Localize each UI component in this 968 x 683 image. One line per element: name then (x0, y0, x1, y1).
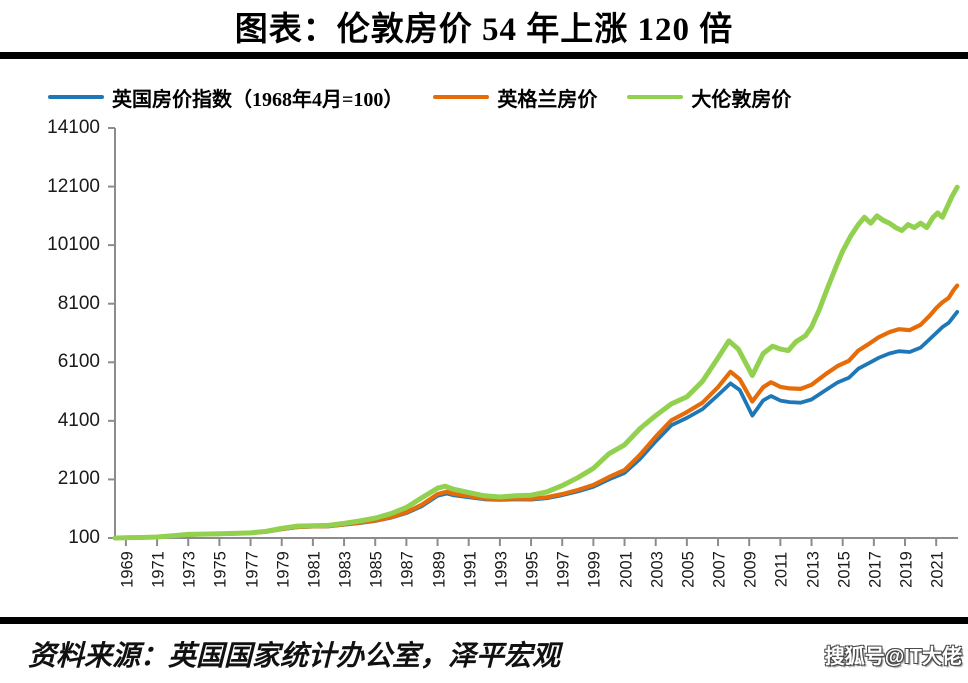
legend-line-swatch (48, 94, 104, 100)
y-axis-label: 100 (68, 527, 100, 548)
series-line-1 (112, 283, 960, 541)
legend-label: 大伦敦房价 (691, 88, 792, 111)
series-line-0 (113, 310, 960, 540)
legend-item-1: 英格兰房价 (433, 83, 597, 112)
y-axis-label: 8100 (57, 292, 100, 314)
legend-line-swatch (433, 94, 490, 100)
watermark: 搜狐号@IT大佬 (824, 645, 962, 668)
y-axis-label: 14100 (47, 117, 100, 138)
y-axis-label: 6100 (57, 351, 100, 373)
legend-label: 英格兰房价 (497, 88, 598, 111)
bottom-divider (0, 617, 968, 624)
axis-lines (114, 128, 958, 539)
legend-label: 英国房价指数（1968年4月=100） (112, 88, 404, 111)
plot-area: 100 2100 4100 6100 8100 10100 12100 14100 1969 19… (47, 117, 960, 588)
top-divider (0, 52, 968, 59)
y-axis-label: 2100 (57, 468, 100, 490)
y-axis-label: 10100 (47, 234, 100, 256)
source-note: 资料来源：英国国家统计办公室，泽平宏观 (28, 641, 561, 672)
y-axis-label: 4100 (57, 409, 100, 431)
series-line-2 (112, 184, 960, 541)
chart-canvas (108, 127, 960, 546)
footer: 资料来源：英国国家统计办公室，泽平宏观 搜狐号@IT大佬 (0, 628, 968, 680)
page-title: 图表：伦敦房价 54 年上涨 120 倍 (234, 12, 734, 48)
legend-line-swatch (627, 94, 684, 100)
legend-item-2: 大伦敦房价 (627, 83, 791, 112)
legend-item-0: 英国房价指数（1968年4月=100） (48, 83, 403, 112)
chart-legend: 英国房价指数（1968年4月=100） 英格兰房价 大伦敦房价 (48, 80, 791, 114)
y-axis-label: 12100 (47, 175, 100, 197)
